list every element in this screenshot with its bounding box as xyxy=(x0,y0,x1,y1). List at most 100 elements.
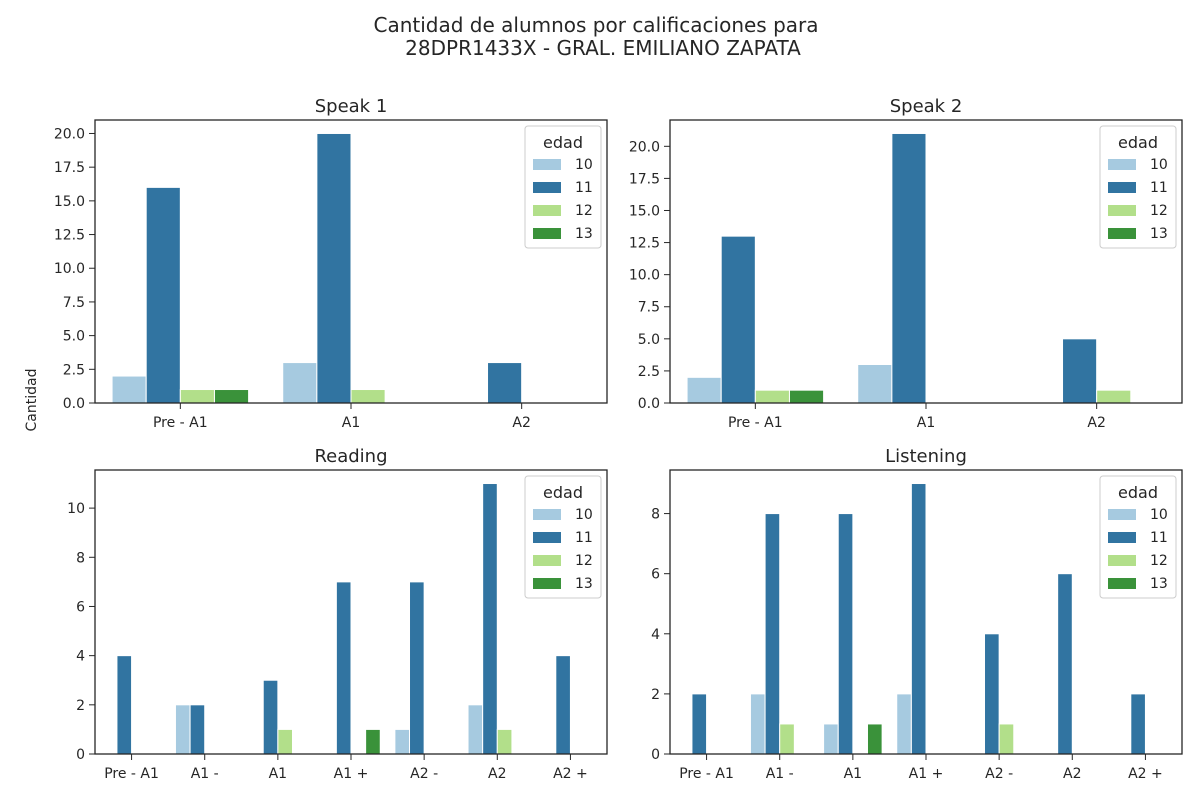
figure-title-line1: Cantidad de alumnos por calificaciones p… xyxy=(373,13,818,37)
panel-speak-1: Speak 1 Pre - A1 A1 A2 0.0 2.5 5.0 7.5 10.0 12.5 1… xyxy=(54,96,608,431)
listening-xtick-label: A1 + xyxy=(909,766,944,782)
speak-1-legend-label-12: 12 xyxy=(575,203,593,219)
reading-bar-age-10-2 xyxy=(174,704,191,755)
speak-1-axes-frame xyxy=(94,119,608,404)
reading-xtick-label: A1 xyxy=(269,766,287,782)
listening-legend-label-12: 12 xyxy=(1150,553,1168,569)
reading-bar-age-11-1 xyxy=(116,655,133,755)
listening-legend-swatch-12 xyxy=(1108,555,1136,566)
reading-bar-age-11-4 xyxy=(335,581,352,755)
speak-2-title: Speak 2 xyxy=(890,96,963,117)
reading-ytick-label: 10 xyxy=(67,501,85,517)
speak-2-legend-swatch-12 xyxy=(1108,205,1136,216)
speak-1-ytick-label: 0.0 xyxy=(63,396,85,412)
speak-2-bar-age-13-1 xyxy=(788,389,825,404)
reading-bar-age-11-5 xyxy=(409,581,425,755)
reading-bar-age-11-6 xyxy=(482,483,498,755)
listening-bar-age-11-3 xyxy=(837,513,854,755)
reading-xtick-label: A2 - xyxy=(410,766,438,782)
listening-legend-swatch-13 xyxy=(1108,578,1136,589)
listening-legend: edad 10 11 12 13 xyxy=(1099,475,1177,599)
speak-1-bar-age-13-1 xyxy=(213,389,250,404)
shared-y-axis-label: Cantidad xyxy=(24,369,40,432)
speak-2-legend-label-12: 12 xyxy=(1150,203,1168,219)
reading-legend-label-12: 12 xyxy=(575,553,593,569)
reading-xtick-label: A1 + xyxy=(334,766,369,782)
reading-bar-age-12-3 xyxy=(277,728,293,755)
listening-xtick-label: A2 - xyxy=(985,766,1013,782)
speak-2-bar-age-11-2 xyxy=(891,132,927,404)
reading-bar-age-10-5 xyxy=(394,728,411,755)
listening-bar-age-11-2 xyxy=(764,513,781,755)
listening-xtick-label: A1 - xyxy=(766,766,794,782)
speak-1-xtick-label: A1 xyxy=(342,415,360,431)
reading-bar-age-12-6 xyxy=(496,728,513,755)
listening-bar-age-11-1 xyxy=(691,693,708,755)
speak-1-bar-age-10-1 xyxy=(111,375,147,404)
speak-1-legend-swatch-13 xyxy=(533,228,561,239)
speak-1-ytick-label: 7.5 xyxy=(63,295,85,311)
listening-bar-age-11-7 xyxy=(1130,693,1146,755)
speak-2-bar-age-10-1 xyxy=(686,376,722,404)
reading-xtick-label: A1 - xyxy=(191,766,219,782)
panel-speak-2: Speak 2 Pre - A1 A1 A2 0.0 2.5 5.0 7.5 10.0 12.5 1… xyxy=(629,96,1183,431)
listening-legend-label-10: 10 xyxy=(1150,507,1168,523)
listening-title: Listening xyxy=(885,446,967,467)
panel-reading: Reading Pre - A1 A1 - A1 A1 + A2 - A2 A2 + 0 2 4 6 8… xyxy=(67,446,608,782)
reading-legend-swatch-13 xyxy=(533,578,561,589)
reading-legend-swatch-12 xyxy=(533,555,561,566)
speak-2-bar-age-11-3 xyxy=(1062,338,1098,404)
reading-legend-label-11: 11 xyxy=(575,530,593,546)
listening-bar-age-13-3 xyxy=(866,723,883,755)
speak-1-xtick-label: Pre - A1 xyxy=(153,415,208,431)
figure-title-line2: 28DPR1433X - GRAL. EMILIANO ZAPATA xyxy=(405,36,801,60)
speak-2-xtick-label: A1 xyxy=(917,415,935,431)
speak-1-legend-box xyxy=(524,125,602,249)
reading-ytick-label: 6 xyxy=(76,599,85,615)
listening-bar-age-11-6 xyxy=(1057,573,1073,755)
speak-2-xtick-label: Pre - A1 xyxy=(728,415,783,431)
speak-2-ytick-label: 20.0 xyxy=(629,139,660,155)
reading-legend-swatch-11 xyxy=(533,532,561,543)
reading-legend-label-10: 10 xyxy=(575,507,593,523)
reading-xtick-label: A2 xyxy=(488,766,506,782)
speak-1-bar-age-11-3 xyxy=(487,362,523,404)
speak-2-ytick-label: 12.5 xyxy=(629,236,660,252)
speak-2-bar-age-11-1 xyxy=(720,235,756,404)
speak-1-bar-age-12-2 xyxy=(350,389,386,404)
listening-xtick-label: A1 xyxy=(844,766,862,782)
speak-2-ytick-label: 2.5 xyxy=(638,364,660,380)
listening-bar-age-10-4 xyxy=(896,693,912,755)
listening-bar-age-12-2 xyxy=(779,723,795,755)
reading-ytick-label: 0 xyxy=(76,747,85,763)
speak-2-ytick-label: 10.0 xyxy=(629,268,660,284)
speak-2-legend-label-10: 10 xyxy=(1150,157,1168,173)
listening-legend-swatch-11 xyxy=(1108,532,1136,543)
speak-1-legend-swatch-10 xyxy=(533,159,561,170)
speak-2-axes-frame xyxy=(669,119,1183,404)
speak-1-ytick-label: 10.0 xyxy=(54,261,85,277)
speak-2-bar-age-10-2 xyxy=(857,364,893,404)
reading-ytick-label: 8 xyxy=(76,550,85,566)
speak-2-ytick-label: 17.5 xyxy=(629,171,660,187)
reading-bar-age-13-4 xyxy=(365,728,381,755)
reading-title: Reading xyxy=(314,446,387,467)
speak-1-bar-age-11-1 xyxy=(145,186,181,404)
listening-ytick-label: 6 xyxy=(651,567,660,583)
reading-axes-frame xyxy=(94,469,608,755)
speak-2-ytick-label: 7.5 xyxy=(638,300,660,316)
listening-bar-age-10-2 xyxy=(749,693,766,755)
listening-bar-age-11-5 xyxy=(984,633,1000,755)
speak-1-title: Speak 1 xyxy=(315,96,388,117)
listening-xtick-label: A2 + xyxy=(1128,766,1163,782)
speak-1-ytick-label: 15.0 xyxy=(54,194,85,210)
listening-bar-age-12-5 xyxy=(998,723,1015,755)
listening-legend-swatch-10 xyxy=(1108,509,1136,520)
reading-xtick-label: Pre - A1 xyxy=(104,766,159,782)
reading-ytick-label: 4 xyxy=(76,649,85,665)
speak-2-legend-label-13: 13 xyxy=(1150,226,1168,242)
reading-legend-label-13: 13 xyxy=(575,576,593,592)
speak-2-ytick-label: 15.0 xyxy=(629,203,660,219)
speak-2-legend: edad 10 11 12 13 xyxy=(1099,125,1177,249)
